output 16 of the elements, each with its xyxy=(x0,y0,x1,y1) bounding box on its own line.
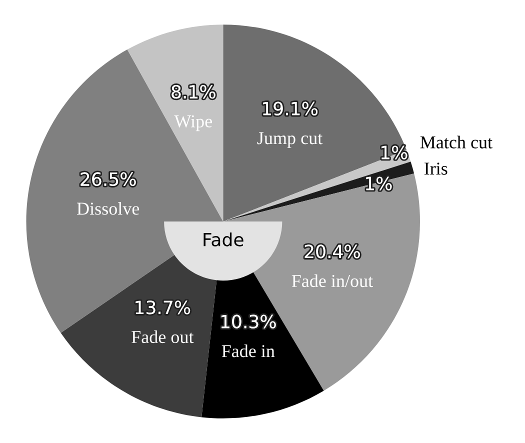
slice-label: Wipe xyxy=(174,115,212,132)
slice-label: Match cut xyxy=(420,136,492,148)
data-label: 26.5% xyxy=(80,172,136,186)
pie-slice xyxy=(223,24,407,222)
slice-label: Fade in xyxy=(222,344,275,358)
slice-label: Fade out xyxy=(132,330,194,344)
slice-label: Fade in/out xyxy=(292,274,373,288)
data-label: 10.3% xyxy=(221,314,276,328)
slice-label: Jump cut xyxy=(257,132,323,148)
data-label: 8.1% xyxy=(172,84,216,99)
text: Fade xyxy=(204,232,244,246)
data-label: 19.1% xyxy=(263,102,318,116)
data-label: 13.7% xyxy=(136,300,190,314)
slice-label: Iris xyxy=(424,162,448,175)
data-label: 20.4% xyxy=(304,244,360,258)
slice-label: Dissolve xyxy=(77,202,140,215)
